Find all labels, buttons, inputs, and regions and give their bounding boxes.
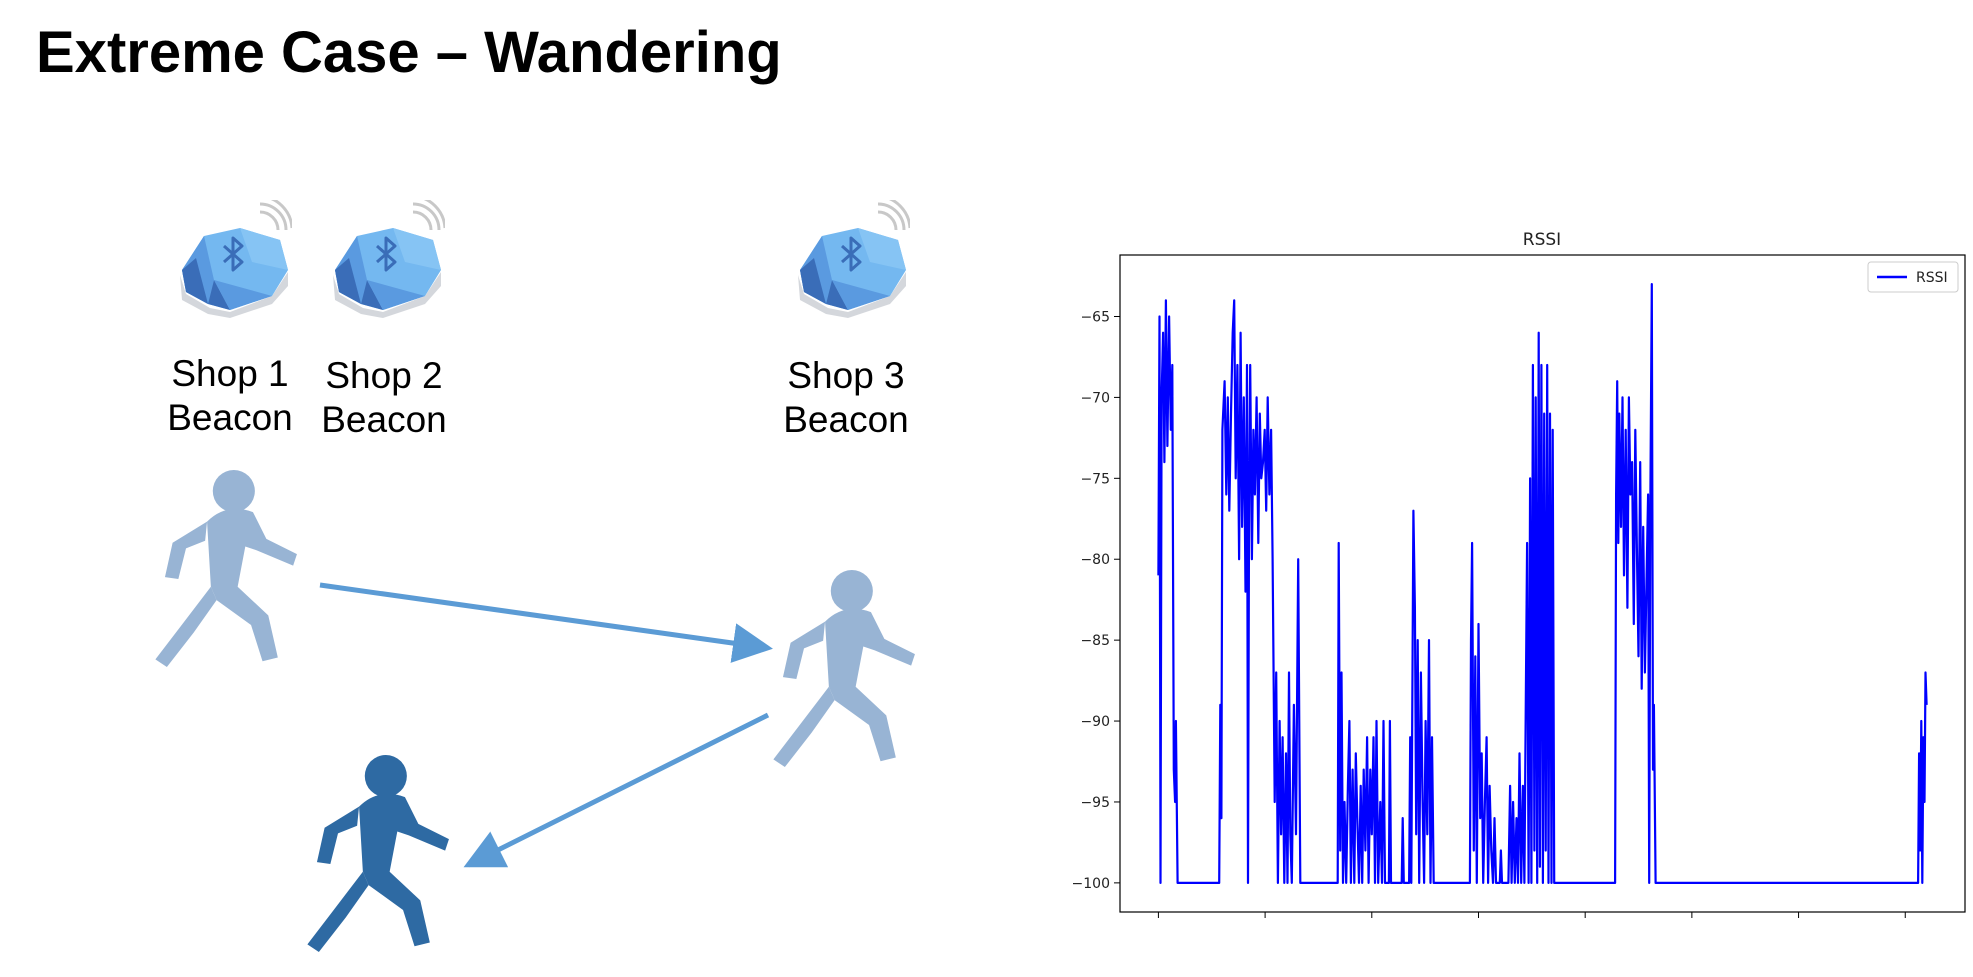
y-tick-label: −65 [1080, 309, 1110, 325]
beacon-label-line: Beacon [321, 399, 447, 440]
rssi-line-chart: RSSI −65 −70 −75 −80 −85 −90 −95 −100 050010001… [1072, 230, 1966, 918]
x-axis: 0500100015002000250030003500 [1157, 912, 1906, 918]
y-tick-label: −85 [1080, 633, 1110, 649]
beacon-label-line: Beacon [167, 397, 293, 438]
chart-title: RSSI [1523, 230, 1561, 250]
beacon-label-shop-3: Shop 3 Beacon [756, 354, 936, 442]
arrow-back-to-start [463, 712, 770, 868]
y-tick-label: −75 [1080, 471, 1110, 487]
rssi-series-line [1157, 283, 1928, 884]
y-axis: −65 −70 −75 −80 −85 −90 −95 −100 [1072, 309, 1120, 892]
beacon-label-shop-2: Shop 2 Beacon [294, 354, 474, 442]
beacon-label-shop-1: Shop 1 Beacon [140, 352, 320, 440]
y-tick-label: −95 [1080, 795, 1110, 811]
y-tick-label: −80 [1080, 552, 1110, 568]
legend-label: RSSI [1916, 270, 1948, 286]
arrow-to-shop-3 [319, 582, 773, 663]
beacon-label-line: Beacon [783, 399, 909, 440]
plot-frame [1119, 254, 1966, 913]
movement-arrows [319, 582, 773, 868]
beacon-label-line: Shop 2 [325, 355, 443, 396]
legend-box [1867, 261, 1959, 293]
beacon-label-line: Shop 1 [171, 353, 289, 394]
y-tick-label: −90 [1080, 714, 1110, 730]
slide-title: Extreme Case – Wandering [36, 20, 782, 85]
y-tick-label: −70 [1080, 390, 1110, 406]
rssi-chart-panel: RSSI −65 −70 −75 −80 −85 −90 −95 −100 050010001… [1060, 220, 1973, 977]
chart-legend: RSSI [1867, 261, 1959, 293]
y-tick-label: −100 [1072, 876, 1110, 892]
beacon-label-line: Shop 3 [787, 355, 905, 396]
